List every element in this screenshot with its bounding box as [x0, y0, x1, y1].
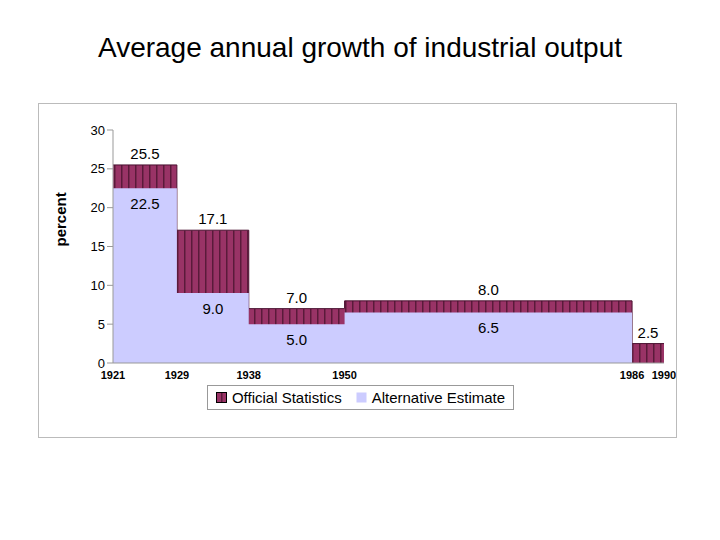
html-text:Average annual growth of indus: Average annual growth of industrial outp… [98, 32, 622, 63]
svg-text:30: 30 [91, 123, 105, 138]
svg-text:7.0: 7.0 [286, 289, 307, 306]
svg-text:10: 10 [91, 278, 105, 293]
svg-text:6.5: 6.5 [478, 319, 499, 336]
svg-text:8.0: 8.0 [478, 281, 499, 298]
svg-text:9.0: 9.0 [202, 300, 223, 317]
svg-text:1921: 1921 [100, 368, 126, 381]
svg-text:25.5: 25.5 [130, 145, 159, 162]
svg-text:1986: 1986 [620, 369, 644, 381]
svg-text:25: 25 [91, 161, 105, 176]
svg-text:percent: percent [52, 192, 69, 246]
svg-text:1929: 1929 [165, 369, 189, 381]
svg-text:5: 5 [98, 317, 105, 332]
svg-text:1938: 1938 [237, 369, 261, 381]
svg-text:17.1: 17.1 [198, 210, 227, 227]
svg-text:2.5: 2.5 [638, 324, 659, 341]
svg-text:5.0: 5.0 [286, 331, 307, 348]
svg-text:1950: 1950 [332, 369, 356, 381]
html-text:Official Statistics: Official Statistics [231, 389, 342, 406]
svg-text:1990: 1990 [652, 369, 676, 381]
svg-text:20: 20 [91, 200, 105, 215]
svg-text:22.5: 22.5 [130, 195, 159, 212]
svg-text:15: 15 [91, 239, 105, 254]
svg-text:0: 0 [98, 356, 105, 371]
html-text:Alternative Estimate: Alternative Estimate [371, 389, 506, 406]
